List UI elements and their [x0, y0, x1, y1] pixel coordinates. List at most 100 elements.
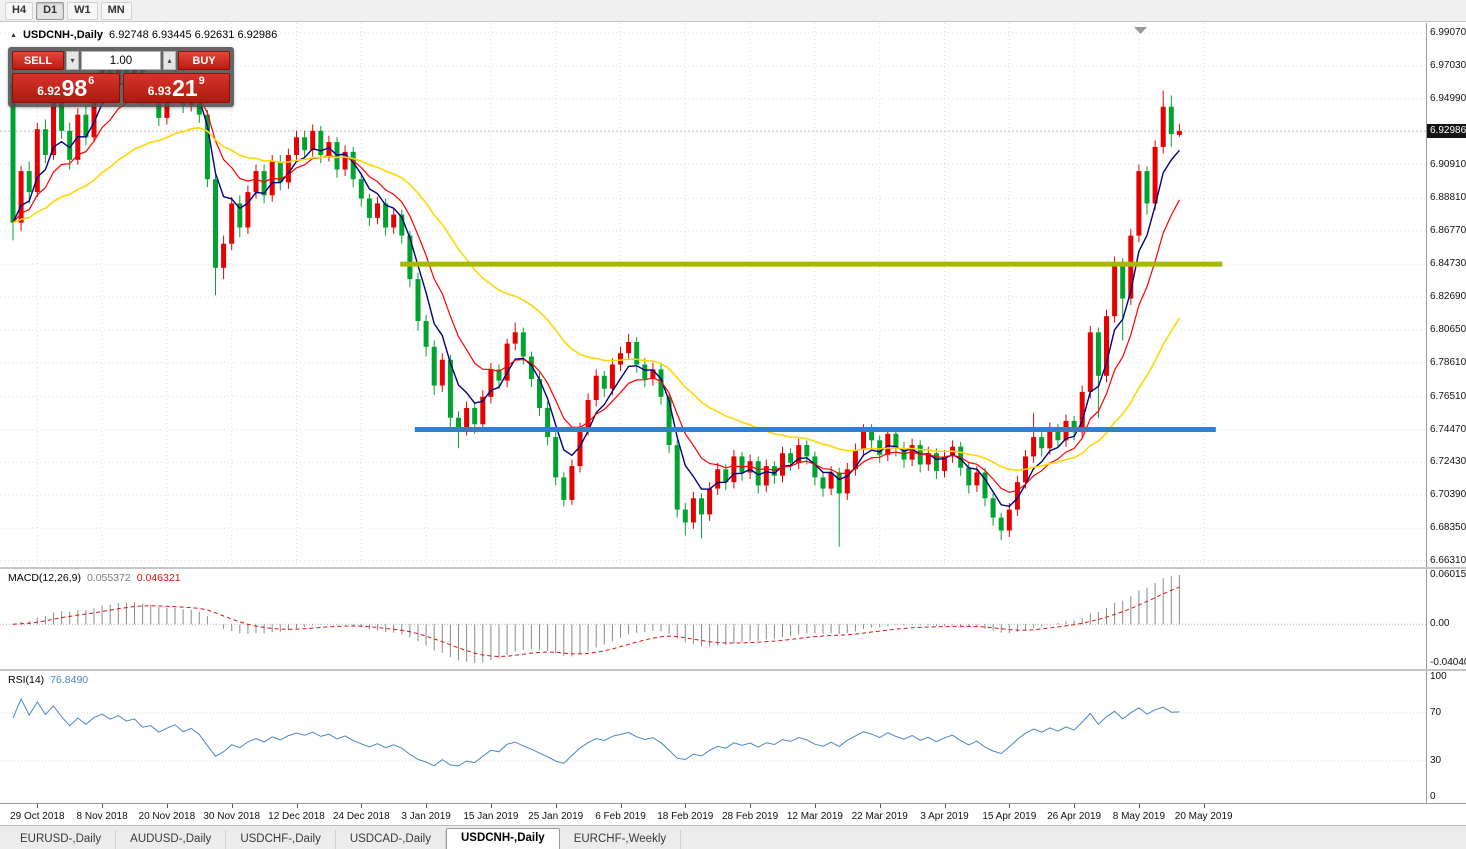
price-axis[interactable]: 6.92986 6.99070 6.97030 6.94990 6.90910 6.88… [1426, 23, 1466, 803]
timeframe-button-h4[interactable]: H4 [5, 1, 34, 20]
date-tick [166, 804, 168, 808]
buy-price-display[interactable]: 6.93 21 9 [122, 73, 230, 103]
date-tick [685, 804, 687, 808]
chart-tab[interactable]: EURUSD-,Daily [6, 830, 117, 849]
moving-average-lines [12, 75, 1181, 508]
rsi-value: 76.8490 [50, 674, 89, 686]
date-tick [361, 804, 363, 808]
rsi-canvas [0, 671, 1426, 803]
timeframe-toolbar: H4 D1 W1 MN [0, 0, 1466, 22]
date-tick [37, 804, 39, 808]
axis-label: 6.94990 [1430, 92, 1466, 104]
axis-label: 30 [1430, 755, 1442, 766]
axis-label: 6.84730 [1430, 258, 1466, 270]
main-chart-panel[interactable]: ▲ USDCNH-,Daily 6.92748 6.93445 6.92631 … [0, 23, 1426, 567]
macd-panel: MACD(12,26,9) 0.055372 0.046321 [0, 569, 1426, 669]
macd-histogram [20, 575, 1180, 663]
chart-symbol-period: USDCNH-,Daily [22, 29, 104, 41]
date-label: 15 Apr 2019 [982, 811, 1037, 822]
buy-price-big: 21 [172, 75, 198, 101]
timeframe-button-d1[interactable]: D1 [36, 1, 65, 20]
macd-signal-line [12, 586, 1180, 658]
volume-input[interactable] [81, 51, 161, 70]
volume-decrease-button[interactable]: ▾ [66, 51, 79, 70]
buy-button[interactable]: BUY [178, 51, 230, 70]
macd-canvas [0, 569, 1426, 669]
axis-label: 6.72430 [1430, 456, 1466, 468]
chart-tab[interactable]: USDCAD-,Daily [336, 830, 446, 849]
axis-label: 6.74470 [1430, 423, 1466, 435]
date-tick [1009, 804, 1011, 808]
rsi-label: RSI(14) 76.8490 [8, 674, 88, 686]
axis-label: 0.060159 [1430, 569, 1466, 580]
date-tick [555, 804, 557, 808]
timeframe-button-w1[interactable]: W1 [67, 1, 98, 20]
date-tick [750, 804, 752, 808]
chart-shift-marker-icon[interactable] [1134, 27, 1147, 34]
panel-splitter[interactable] [0, 669, 1466, 671]
axis-label: 70 [1430, 707, 1442, 718]
date-label: 29 Oct 2018 [10, 811, 65, 822]
macd-label: MACD(12,26,9) 0.055372 0.046321 [8, 572, 181, 584]
rsi-line [12, 697, 1180, 767]
date-tick [1074, 804, 1076, 808]
macd-name: MACD(12,26,9) [8, 572, 81, 584]
date-label: 28 Feb 2019 [722, 811, 779, 822]
axis-label: 6.76510 [1430, 390, 1466, 402]
timeframe-button-mn[interactable]: MN [100, 1, 132, 20]
date-tick [814, 804, 816, 808]
axis-label: 0 [1430, 791, 1436, 802]
rsi-panel: RSI(14) 76.8490 [0, 671, 1426, 803]
axis-label: 6.78610 [1430, 356, 1466, 368]
one-click-collapse-icon[interactable]: ▲ [10, 31, 17, 39]
date-label: 12 Mar 2019 [786, 811, 843, 822]
sell-price-display[interactable]: 6.92 98 6 [12, 73, 120, 103]
chart-tab[interactable]: USDCHF-,Daily [226, 830, 336, 849]
date-label: 26 Apr 2019 [1047, 811, 1102, 822]
sell-price-prefix: 6.92 [37, 84, 61, 98]
date-label: 20 Nov 2018 [138, 811, 196, 822]
candlesticks [10, 51, 1182, 547]
date-label: 24 Dec 2018 [332, 811, 390, 822]
date-tick [102, 804, 104, 808]
axis-label: 6.86770 [1430, 225, 1466, 237]
chart-tab[interactable]: AUDUSD-,Daily [116, 830, 227, 849]
date-label: 18 Feb 2019 [657, 811, 714, 822]
current-price-tag: 6.92986 [1427, 124, 1466, 139]
chart-title: ▲ USDCNH-,Daily 6.92748 6.93445 6.92631 … [10, 29, 277, 41]
date-label: 3 Apr 2019 [920, 811, 969, 822]
date-tick [1138, 804, 1140, 808]
date-label: 25 Jan 2019 [528, 811, 584, 822]
axis-label: 100 [1430, 671, 1447, 682]
sell-button[interactable]: SELL [12, 51, 64, 70]
axis-label: 6.80650 [1430, 323, 1466, 335]
buy-price-sup: 9 [198, 75, 205, 87]
sell-price-big: 98 [61, 75, 88, 101]
chart-tab[interactable]: EURCHF-,Weekly [560, 830, 682, 849]
axis-label: 6.70390 [1430, 489, 1466, 501]
date-tick [231, 804, 233, 808]
chart-tab[interactable]: USDCNH-,Daily [445, 828, 560, 849]
date-axis[interactable]: 29 Oct 2018 8 Nov 2018 20 Nov 2018 30 Nov 2… [0, 804, 1426, 825]
chart-ohlc-values: 6.92748 6.93445 6.92631 6.92986 [109, 29, 278, 41]
date-label: 30 Nov 2018 [203, 811, 261, 822]
date-tick [296, 804, 298, 808]
axis-label: 0.00 [1430, 618, 1450, 630]
chart-region: ▲ USDCNH-,Daily 6.92748 6.93445 6.92631 … [0, 23, 1466, 825]
buy-price-prefix: 6.93 [147, 84, 172, 98]
date-label: 3 Jan 2019 [401, 811, 451, 822]
axis-label: 6.82690 [1430, 291, 1466, 302]
volume-increase-button[interactable]: ▴ [163, 51, 176, 70]
panel-splitter[interactable] [0, 803, 1466, 804]
date-tick [490, 804, 492, 808]
axis-label: 6.90910 [1430, 158, 1466, 170]
date-label: 22 Mar 2019 [851, 811, 908, 822]
sell-price-sup: 6 [88, 75, 95, 87]
panel-splitter[interactable] [0, 567, 1466, 569]
price-chart-canvas[interactable] [0, 23, 1426, 567]
rsi-name: RSI(14) [8, 674, 45, 686]
date-tick [426, 804, 428, 808]
date-tick [944, 804, 946, 808]
date-label: 6 Feb 2019 [595, 811, 646, 822]
